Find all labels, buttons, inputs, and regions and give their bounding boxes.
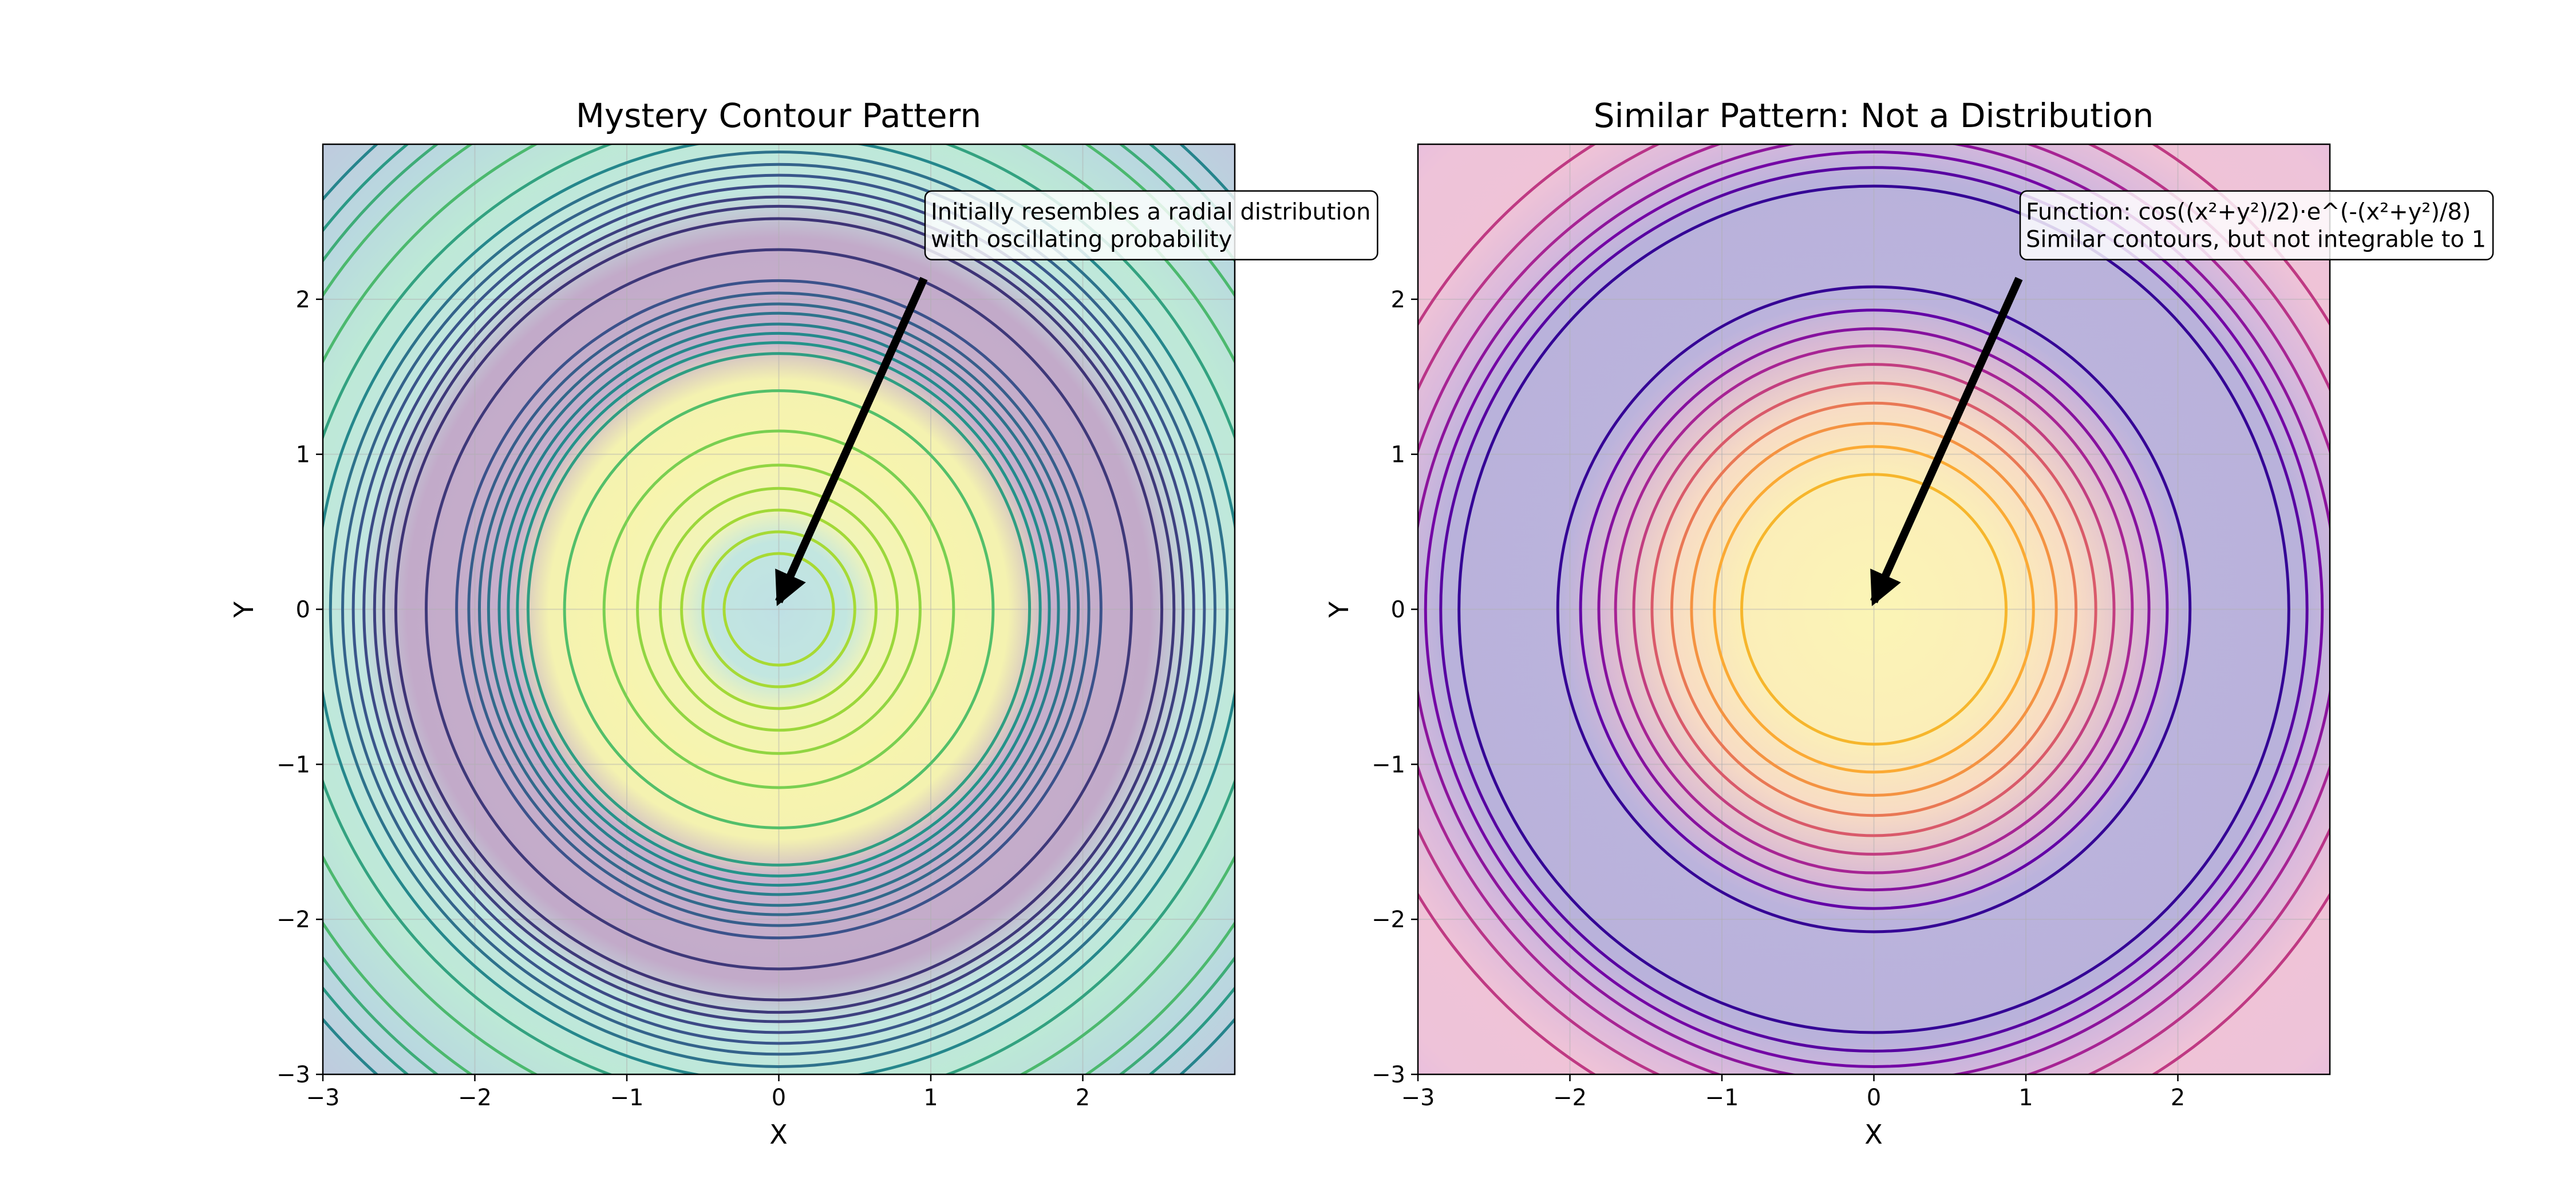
panel-right-annotation: Function: cos((x²+y²)/2)·e^(-(x²+y²)/8)S… xyxy=(1870,190,2494,607)
contour-line xyxy=(373,195,1185,1023)
contour-line xyxy=(487,311,1071,907)
panel-right-y-axis-label: Y xyxy=(1323,601,1354,618)
contour-line xyxy=(455,279,1103,940)
contour-panel-left: Mystery Contour Pattern −3 −2 −1 0 1 2 −3 −2 −1… xyxy=(228,96,1378,1150)
annotation-arrow xyxy=(775,276,928,607)
annotation-text: Initially resembles a radial distributio… xyxy=(931,199,1370,226)
x-tick-label: 2 xyxy=(1076,1085,1090,1111)
x-tick-label: −1 xyxy=(1705,1085,1739,1111)
contour-line xyxy=(394,217,1164,1002)
contour-line xyxy=(1713,445,2035,774)
x-tick-label: 1 xyxy=(2018,1085,2033,1111)
y-tick-label: 2 xyxy=(296,287,310,313)
panel-left-plot-area xyxy=(323,144,1235,1074)
x-tick-label: −2 xyxy=(458,1085,492,1111)
x-tick-label: −1 xyxy=(610,1085,644,1111)
panel-left-filled-contours xyxy=(323,144,1235,1074)
y-tick-label: −3 xyxy=(276,1062,310,1088)
contour-line xyxy=(516,341,1042,877)
x-tick-label: 2 xyxy=(2171,1085,2185,1111)
panel-left-grid xyxy=(323,144,1235,1074)
x-tick-label: −3 xyxy=(1401,1085,1435,1111)
x-tick-label: −2 xyxy=(1553,1085,1587,1111)
contour-line xyxy=(425,248,1133,971)
contour-line xyxy=(1632,363,2116,856)
contour-line xyxy=(526,352,1032,867)
contour-line xyxy=(351,173,1206,1045)
contour-panel-right: Similar Pattern: Not a Distribution −3 −2… xyxy=(1323,96,2494,1150)
panel-right-contour-lines xyxy=(1418,144,2330,1074)
y-tick-label: 0 xyxy=(296,597,310,623)
contour-line xyxy=(1614,344,2134,875)
panel-right-filled-contours xyxy=(1418,144,2330,1074)
contour-line xyxy=(1579,309,2169,910)
y-tick-label: −1 xyxy=(1372,752,1405,778)
contour-line xyxy=(602,429,955,789)
x-tick-label: 0 xyxy=(772,1085,786,1111)
panel-right-x-ticks: −3 −2 −1 0 1 2 xyxy=(1401,1074,2185,1111)
contour-line xyxy=(362,184,1195,1034)
y-tick-label: 0 xyxy=(1391,597,1405,623)
y-tick-label: −1 xyxy=(276,752,310,778)
panel-left-y-ticks: −3 −2 −1 0 1 2 xyxy=(276,287,323,1088)
annotation-box xyxy=(924,190,1378,260)
contour-line xyxy=(329,151,1229,1068)
contour-line xyxy=(680,508,878,710)
y-tick-label: −2 xyxy=(276,907,310,933)
panel-left-contour-lines xyxy=(323,144,1235,1074)
y-tick-label: 1 xyxy=(1391,442,1405,468)
y-tick-label: −2 xyxy=(1372,907,1405,933)
contour-line xyxy=(636,464,922,755)
contour-line xyxy=(701,530,856,689)
contour-line xyxy=(1439,166,2309,1053)
panel-right-y-ticks: −3 −2 −1 0 1 2 xyxy=(1372,287,1418,1088)
panel-left-y-axis-label: Y xyxy=(228,601,259,618)
contour-line xyxy=(658,487,899,732)
contour-line xyxy=(1740,473,2008,746)
annotation-arrow xyxy=(1870,276,2023,607)
contour-line xyxy=(1670,401,2078,817)
x-tick-label: −3 xyxy=(306,1085,340,1111)
contour-line xyxy=(1424,151,2324,1068)
panel-left-x-axis-label: X xyxy=(769,1119,788,1150)
contour-line xyxy=(341,163,1216,1056)
panel-right-grid xyxy=(1418,144,2330,1074)
panel-left-annotation: Initially resembles a radial distributio… xyxy=(775,190,1378,607)
panel-left-title: Mystery Contour Pattern xyxy=(576,96,981,135)
panel-right-x-axis-label: X xyxy=(1864,1119,1883,1150)
contour-line xyxy=(722,552,835,667)
contour-line xyxy=(467,291,1091,927)
contour-line xyxy=(1650,381,2097,837)
contour-line xyxy=(382,204,1176,1014)
contour-line xyxy=(507,331,1051,887)
panel-right-plot-area xyxy=(1418,144,2330,1074)
annotation-text: Function: cos((x²+y²)/2)·e^(-(x²+y²)/8) xyxy=(2026,199,2471,226)
annotation-box xyxy=(2019,190,2494,260)
contour-line xyxy=(1690,422,2058,797)
x-tick-label: 0 xyxy=(1867,1085,1881,1111)
panel-left-x-ticks: −3 −2 −1 0 1 2 xyxy=(306,1074,1090,1111)
y-tick-label: −3 xyxy=(1372,1062,1405,1088)
contour-line xyxy=(563,389,995,829)
y-tick-label: 1 xyxy=(296,442,310,468)
panel-right-title: Similar Pattern: Not a Distribution xyxy=(1594,96,2154,135)
contour-line xyxy=(1556,285,2192,934)
contour-line xyxy=(1597,327,2151,892)
contour-line xyxy=(1457,184,2290,1034)
annotation-text: Similar contours, but not integrable to … xyxy=(2026,227,2486,253)
annotation-text: with oscillating probability xyxy=(931,227,1232,253)
contour-line xyxy=(497,322,1060,896)
y-tick-label: 2 xyxy=(1391,287,1405,313)
x-tick-label: 1 xyxy=(923,1085,938,1111)
contour-line xyxy=(477,302,1080,916)
